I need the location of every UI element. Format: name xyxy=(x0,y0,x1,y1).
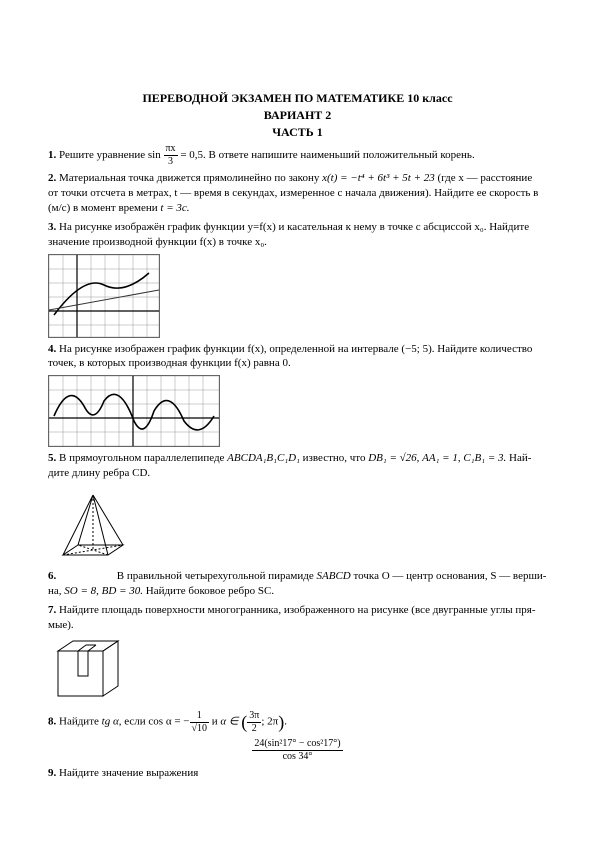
p8-f2t: 3π xyxy=(247,711,261,723)
p5-aa1: AA₁ = 1 xyxy=(422,452,458,464)
p8-f2: 3π2 xyxy=(247,711,261,734)
p6-sabcd: SABCD xyxy=(317,570,351,582)
p9-num: 9. xyxy=(48,767,56,779)
p5-cb1: C₁B₁ = 3. xyxy=(463,452,506,464)
graph-1 xyxy=(48,254,160,338)
problem-8: 8. Найдите tg α, если cos α = −1√10 и α … xyxy=(48,710,547,734)
p8-ain: α ∈ xyxy=(220,716,241,728)
graph-3-svg xyxy=(48,485,138,565)
p2-num: 2. xyxy=(48,172,56,184)
p5-mid: известно, что xyxy=(303,452,369,464)
problem-9: 9. Найдите значение выражения xyxy=(48,766,547,781)
problem-5: 5. В прямоугольном параллелепипеде ABCDA… xyxy=(48,451,547,481)
p4-l1: На рисунке изображен график функции f(x)… xyxy=(56,343,532,355)
p9-formula: 24(sin²17° − cos²17°) cos 34° xyxy=(48,739,547,762)
p1-post: . В ответе напишите наименьший положител… xyxy=(203,149,475,161)
problem-7: 7. Найдите площадь поверхности многогран… xyxy=(48,603,547,633)
graph-4 xyxy=(48,636,128,706)
p1-frac-top: πx xyxy=(164,144,178,156)
p5-abcd: ABCDA₁B₁C₁D₁ xyxy=(227,452,300,464)
problem-2: 2. Материальная точка движется прямолине… xyxy=(48,171,547,216)
p6-pre: В правильной четырехугольной пирамиде xyxy=(56,570,316,582)
p2-l1a: Материальная точка движется прямолинейно… xyxy=(56,172,322,184)
p4-l2: точек, в которых производная функции f(x… xyxy=(48,357,291,369)
graph-3 xyxy=(48,485,138,565)
page-title: ПЕРЕВОДНОЙ ЭКЗАМЕН ПО МАТЕМАТИКЕ 10 клас… xyxy=(48,90,547,140)
graph-1-svg xyxy=(49,255,159,337)
p7-l1: Найдите площадь поверхности многогранник… xyxy=(56,604,535,616)
p2-eq: x(t) = −t⁴ + 6t³ + 5t + 23 xyxy=(322,172,435,184)
problem-6: 6. В правильной четырехугольной пирамиде… xyxy=(48,569,547,599)
graph-4-svg xyxy=(48,636,128,706)
p1-pre: Решите уравнение xyxy=(56,149,148,161)
p8-semi: ; 2π xyxy=(261,716,278,728)
graph-2-svg xyxy=(49,376,219,446)
p3-l2: значение производной функции f(x) в точк… xyxy=(48,236,267,248)
p4-num: 4. xyxy=(48,343,56,355)
p5-db1: DB₁ = √26 xyxy=(368,452,416,464)
p1-mid: = 0,5 xyxy=(180,149,203,161)
p3-l1: На рисунке изображён график функции y=f(… xyxy=(56,221,529,233)
p6-l2b: Найдите боковое ребро SC. xyxy=(143,585,274,597)
p9-frac: 24(sin²17° − cos²17°) cos 34° xyxy=(252,739,342,762)
p7-num: 7. xyxy=(48,604,56,616)
p6-l2a: на, xyxy=(48,585,64,597)
p2-eq2: t = 3с. xyxy=(160,202,189,214)
p6-bd: BD = 30. xyxy=(102,585,143,597)
problem-3: 3. На рисунке изображён график функции y… xyxy=(48,220,547,250)
p8-cosa: cos α = − xyxy=(148,716,189,728)
p8-f1: 1√10 xyxy=(190,711,210,734)
p6-num: 6. xyxy=(48,570,56,582)
p6-mid: точка O — центр основания, S — верши- xyxy=(351,570,547,582)
p8-dot: . xyxy=(284,716,287,728)
p9-fb: cos 34° xyxy=(252,751,342,762)
p8-pre: Найдите xyxy=(56,716,101,728)
p5-pre: В прямоугольном параллелепипеде xyxy=(56,452,227,464)
p9-ft: 24(sin²17° − cos²17°) xyxy=(252,739,342,751)
exam-page: ПЕРЕВОДНОЙ ЭКЗАМЕН ПО МАТЕМАТИКЕ 10 клас… xyxy=(0,0,595,821)
problem-1: 1. Решите уравнение sin πx 3 = 0,5. В от… xyxy=(48,144,547,167)
p2-l1b: (где x — расстояние xyxy=(435,172,532,184)
p3-num: 3. xyxy=(48,221,56,233)
p9-pre: Найдите значение выражения xyxy=(56,767,198,779)
problem-4: 4. На рисунке изображен график функции f… xyxy=(48,342,547,372)
p8-f1b: √10 xyxy=(190,723,210,734)
p8-mid: , если xyxy=(119,716,149,728)
title-line3: ЧАСТЬ 1 xyxy=(48,124,547,141)
p8-f2b: 2 xyxy=(247,723,261,734)
p8-f1t: 1 xyxy=(190,711,210,723)
title-line1: ПЕРЕВОДНОЙ ЭКЗАМЕН ПО МАТЕМАТИКЕ 10 клас… xyxy=(48,90,547,107)
p1-frac: πx 3 xyxy=(164,144,178,167)
p8-tga: tg α xyxy=(102,716,119,728)
p2-l3a: (м/с) в момент времени xyxy=(48,202,160,214)
p2-l2: от точки отсчета в метрах, t — время в с… xyxy=(48,187,538,199)
p5-post: Най- xyxy=(506,452,531,464)
title-line2: ВАРИАНТ 2 xyxy=(48,107,547,124)
p1-sin: sin xyxy=(148,149,161,161)
p7-l2: мые). xyxy=(48,619,74,631)
graph-2 xyxy=(48,375,220,447)
p5-l2: дите длину ребра CD. xyxy=(48,467,150,479)
p5-num: 5. xyxy=(48,452,56,464)
p8-num: 8. xyxy=(48,716,56,728)
p1-frac-bot: 3 xyxy=(164,156,178,167)
p1-num: 1. xyxy=(48,149,56,161)
p6-so: SO = 8 xyxy=(64,585,96,597)
